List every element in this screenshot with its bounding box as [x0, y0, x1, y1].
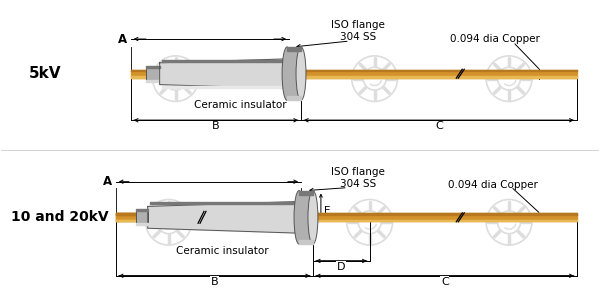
- Polygon shape: [148, 201, 300, 233]
- Text: 0.094 dia Copper: 0.094 dia Copper: [448, 180, 538, 190]
- Text: E: E: [324, 206, 331, 216]
- Text: C: C: [435, 121, 443, 131]
- Text: 5kV: 5kV: [29, 66, 62, 81]
- FancyBboxPatch shape: [136, 209, 148, 225]
- Ellipse shape: [308, 191, 318, 244]
- Text: Ceramic insulator: Ceramic insulator: [176, 246, 269, 256]
- Text: A: A: [103, 175, 112, 188]
- Ellipse shape: [296, 47, 306, 100]
- Text: 0.094 dia Copper: 0.094 dia Copper: [450, 34, 540, 44]
- Text: Ceramic insulator: Ceramic insulator: [194, 100, 287, 110]
- Text: D: D: [337, 262, 346, 272]
- Text: ISO flange
304 SS: ISO flange 304 SS: [331, 166, 385, 189]
- Text: A: A: [118, 32, 127, 45]
- Polygon shape: [160, 59, 289, 88]
- Ellipse shape: [282, 47, 292, 100]
- Ellipse shape: [294, 191, 304, 244]
- Text: B: B: [212, 121, 220, 131]
- Text: C: C: [441, 277, 449, 287]
- FancyBboxPatch shape: [287, 47, 301, 100]
- Text: ISO flange
304 SS: ISO flange 304 SS: [331, 20, 385, 42]
- FancyBboxPatch shape: [299, 191, 313, 244]
- Text: 10 and 20kV: 10 and 20kV: [11, 210, 109, 224]
- Text: B: B: [211, 277, 218, 287]
- FancyBboxPatch shape: [146, 66, 160, 82]
